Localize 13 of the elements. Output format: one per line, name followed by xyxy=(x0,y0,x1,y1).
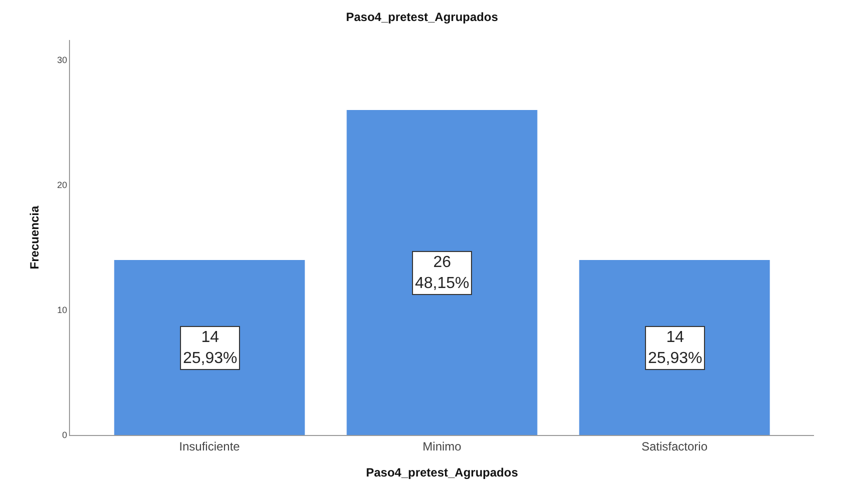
x-tick-label: Satisfactorio xyxy=(641,439,708,454)
x-axis-title: Paso4_pretest_Agrupados xyxy=(366,465,518,480)
y-tick-label: 10 xyxy=(57,305,68,316)
y-tick-label: 30 xyxy=(57,55,68,66)
x-tick-label: Minimo xyxy=(422,439,462,454)
x-tick-label: Insuficiente xyxy=(179,439,240,454)
y-tick-label: 0 xyxy=(62,430,68,440)
data-label: 14 25,93% xyxy=(183,329,238,367)
y-axis-title: Frecuencia xyxy=(27,206,42,270)
data-label: 14 25,93% xyxy=(648,329,702,367)
data-label: 26 48,15% xyxy=(415,254,470,292)
chart-title: Paso4_pretest_Agrupados xyxy=(346,10,498,24)
y-tick-label: 20 xyxy=(57,180,68,190)
